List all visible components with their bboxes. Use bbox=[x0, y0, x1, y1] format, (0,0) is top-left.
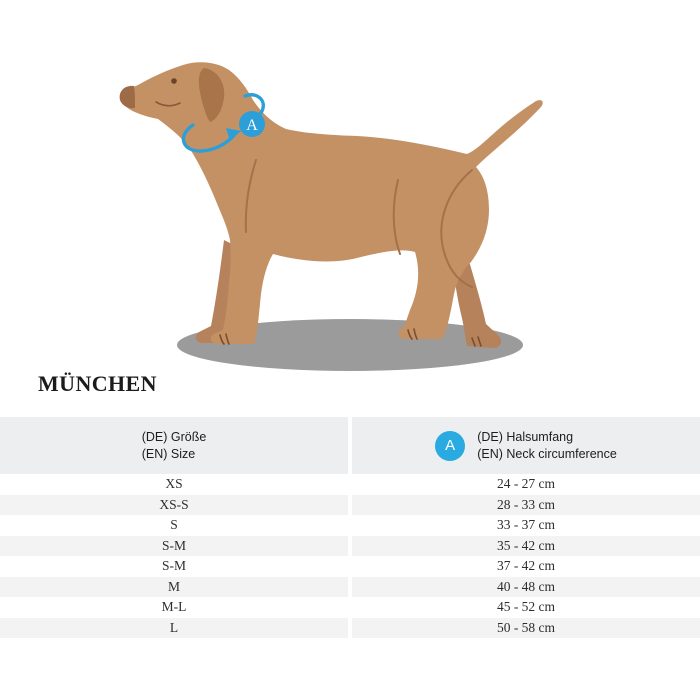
size-cell: XS bbox=[0, 474, 348, 495]
size-cell: S-M bbox=[0, 556, 348, 577]
size-table-body: XS 24 - 27 cm XS-S 28 - 33 cm S 33 - 37 … bbox=[0, 474, 700, 638]
dog-nose bbox=[119, 85, 135, 109]
header-size-de: (DE) Größe bbox=[141, 429, 207, 444]
table-row: L 50 - 58 cm bbox=[0, 617, 700, 638]
page-title: MÜNCHEN bbox=[38, 371, 157, 396]
circumference-cell: 24 - 27 cm bbox=[352, 474, 700, 495]
neck-measure-arrowhead bbox=[226, 128, 241, 141]
header-cell-size: (DE) Größe (EN) Size bbox=[0, 417, 348, 474]
table-row: S 33 - 37 cm bbox=[0, 515, 700, 536]
header-cell-circumference: A (DE) Halsumfang (EN) Neck circumferenc… bbox=[352, 417, 700, 474]
a-badge-icon: A bbox=[435, 430, 466, 461]
dog-toe-lines bbox=[219, 328, 482, 347]
dog-body bbox=[121, 62, 543, 344]
dog-shading-lines bbox=[244, 159, 473, 288]
neck-measure-arc-front bbox=[181, 123, 236, 153]
dog-ear bbox=[198, 68, 225, 122]
size-cell: S-M bbox=[0, 535, 348, 556]
dog-mouth-line bbox=[155, 101, 181, 107]
dog-eye bbox=[171, 78, 177, 84]
size-cell: M bbox=[0, 576, 348, 597]
circumference-cell: 35 - 42 cm bbox=[352, 535, 700, 556]
size-cell: S bbox=[0, 515, 348, 536]
header-circumference-en: (EN) Neck circumference bbox=[477, 446, 617, 461]
size-table: (DE) Größe (EN) Size A (DE) Halsumfang (… bbox=[0, 417, 700, 638]
table-row: M 40 - 48 cm bbox=[0, 576, 700, 597]
size-cell: L bbox=[0, 617, 348, 638]
measure-point-letter: A bbox=[246, 117, 258, 134]
size-cell: M-L bbox=[0, 597, 348, 618]
circumference-cell: 40 - 48 cm bbox=[352, 576, 700, 597]
circumference-cell: 33 - 37 cm bbox=[352, 515, 700, 536]
table-row: S-M 37 - 42 cm bbox=[0, 556, 700, 577]
table-row: M-L 45 - 52 cm bbox=[0, 597, 700, 618]
circumference-cell: 45 - 52 cm bbox=[352, 597, 700, 618]
circumference-cell: 37 - 42 cm bbox=[352, 556, 700, 577]
header-circumference-de: (DE) Halsumfang bbox=[477, 429, 574, 444]
measure-point-badge bbox=[239, 111, 265, 137]
circumference-cell: 50 - 58 cm bbox=[352, 617, 700, 638]
size-cell: XS-S bbox=[0, 494, 348, 515]
dog-illustration: A bbox=[119, 62, 543, 371]
header-size-en: (EN) Size bbox=[141, 446, 196, 461]
size-table-header: (DE) Größe (EN) Size A (DE) Halsumfang (… bbox=[0, 417, 700, 474]
table-row: XS 24 - 27 cm bbox=[0, 474, 700, 495]
table-row: XS-S 28 - 33 cm bbox=[0, 494, 700, 515]
circumference-cell: 28 - 33 cm bbox=[352, 494, 700, 515]
table-row: S-M 35 - 42 cm bbox=[0, 535, 700, 556]
